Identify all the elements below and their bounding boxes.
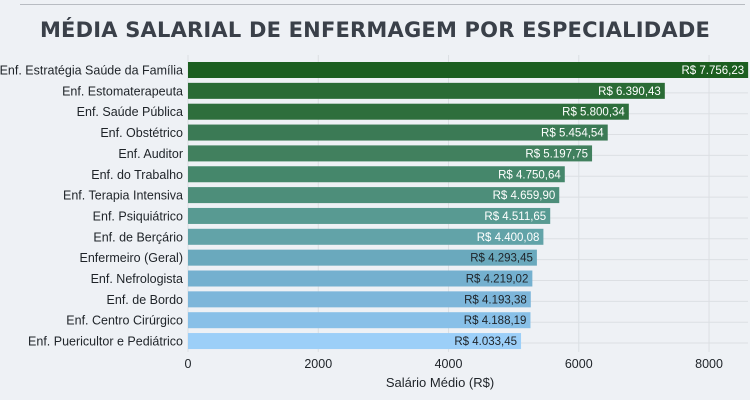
category-label: Enf. Estratégia Saúde da Família	[0, 64, 183, 78]
value-label: R$ 4.659,90	[493, 190, 556, 202]
category-label: Enf. de Bordo	[107, 293, 183, 307]
category-label: Enf. Centro Cirúrgico	[66, 314, 183, 328]
x-tick-label: 6000	[565, 357, 593, 371]
category-label: Enf. de Berçário	[93, 230, 183, 244]
value-label: R$ 5.800,34	[562, 107, 625, 119]
category-label: Enf. Auditor	[118, 147, 183, 161]
bar	[188, 249, 537, 266]
bar	[188, 166, 565, 183]
value-label: R$ 4.750,64	[498, 169, 561, 181]
bar	[188, 124, 608, 141]
value-label: R$ 5.454,54	[541, 128, 604, 140]
value-label: R$ 4.033,45	[454, 336, 517, 348]
value-label: R$ 4.219,02	[466, 274, 529, 286]
bar	[188, 103, 629, 120]
x-tick-label: 0	[185, 357, 192, 371]
bar	[188, 333, 522, 350]
value-label: R$ 4.511,65	[484, 211, 546, 223]
value-label: R$ 4.400,08	[477, 232, 540, 244]
category-label: Enf. Terapia Intensiva	[63, 189, 183, 203]
category-label: Enf. Psiquiátrico	[93, 209, 183, 223]
category-label: Enf. Estomaterapeuta	[62, 84, 183, 98]
bar	[188, 207, 551, 224]
value-label: R$ 4.193,38	[464, 294, 527, 306]
x-tick-label: 8000	[695, 357, 723, 371]
value-label: R$ 7.756,23	[681, 65, 744, 77]
bar	[188, 82, 665, 99]
value-label: R$ 4.293,45	[470, 253, 533, 265]
x-tick-label: 2000	[304, 357, 332, 371]
top-divider	[20, 4, 745, 5]
bar	[188, 145, 593, 162]
category-label: Enf. Saúde Pública	[77, 105, 183, 119]
chart-title: MÉDIA SALARIAL DE ENFERMAGEM POR ESPECIA…	[39, 18, 711, 42]
x-tick-label: 4000	[435, 357, 463, 371]
value-label: R$ 5.197,75	[525, 148, 588, 160]
value-label: R$ 4.188,19	[464, 315, 527, 327]
bar	[188, 62, 749, 78]
x-axis-label: Salário Médio (R$)	[386, 375, 494, 390]
category-label: Enf. Nefrologista	[91, 272, 183, 286]
bar	[188, 270, 533, 287]
category-label: Enf. do Trabalho	[91, 168, 183, 182]
category-label: Enf. Obstétrico	[100, 126, 183, 140]
value-label: R$ 6.390,43	[598, 86, 661, 98]
bar	[188, 187, 560, 204]
bar	[188, 228, 544, 245]
category-label: Enfermeiro (Geral)	[80, 251, 184, 265]
category-label: Enf. Puericultor e Pediátrico	[28, 335, 183, 349]
bar	[188, 312, 531, 329]
bar	[188, 291, 531, 308]
